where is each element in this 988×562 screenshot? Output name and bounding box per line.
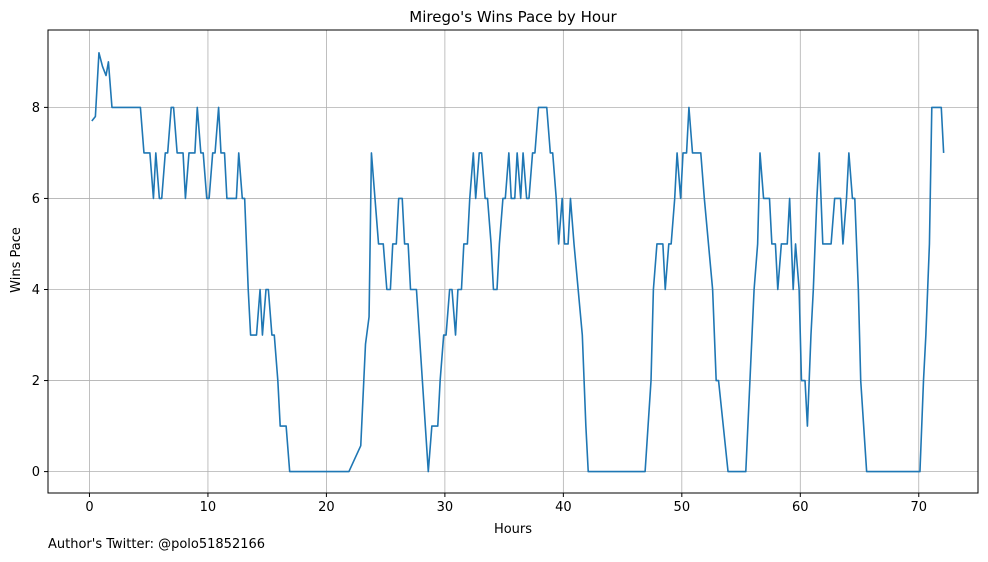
x-tick-label: 40 <box>555 500 572 515</box>
x-tick-label: 10 <box>200 500 217 515</box>
x-axis-label: Hours <box>494 522 532 537</box>
y-tick-label: 6 <box>32 192 40 207</box>
x-axis-ticks: 0 10 20 30 40 50 60 70 <box>85 493 927 515</box>
x-tick-label: 70 <box>910 500 927 515</box>
y-tick-label: 4 <box>32 283 40 298</box>
plot-area-frame <box>47 29 979 494</box>
y-tick-label: 8 <box>32 101 40 116</box>
x-tick-label: 50 <box>674 500 691 515</box>
y-tick-label: 0 <box>32 465 40 480</box>
x-tick-label: 60 <box>792 500 809 515</box>
x-tick-label: 30 <box>437 500 454 515</box>
wins-pace-line <box>91 51 945 473</box>
author-twitter-note: Author's Twitter: @polo51852166 <box>48 537 266 552</box>
x-tick-label: 0 <box>85 500 93 515</box>
grid-lines <box>48 30 978 493</box>
chart-title: Mirego's Wins Pace by Hour <box>409 8 617 26</box>
y-tick-label: 2 <box>32 374 40 389</box>
y-axis-ticks: 0 2 4 6 8 <box>32 101 48 480</box>
x-tick-label: 20 <box>318 500 335 515</box>
y-axis-label: Wins Pace <box>9 227 24 293</box>
